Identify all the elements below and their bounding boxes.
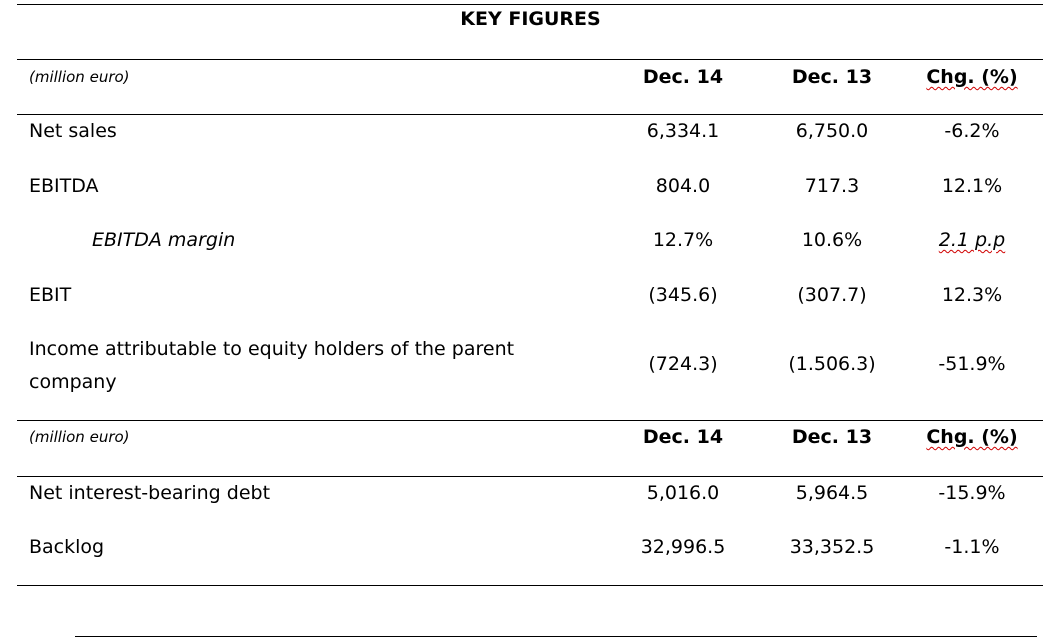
cell-ebitda-margin-chg: 2.1 p.p	[938, 229, 1006, 251]
col-header-dec14: Dec. 14	[642, 66, 724, 88]
cell-ebit-dec13: (307.7)	[797, 284, 867, 306]
col-header-dec13-2: Dec. 13	[791, 426, 873, 448]
header-rule	[17, 114, 1043, 115]
cell-ebitda-margin-dec14: 12.7%	[652, 229, 714, 251]
row-label-ebitda: EBITDA	[29, 175, 99, 197]
col-header-change: Chg. (%)	[926, 66, 1018, 88]
cell-ebitda-dec13: 717.3	[804, 175, 860, 197]
cell-ebitda-margin-dec13: 10.6%	[801, 229, 863, 251]
cell-backlog-chg: -1.1%	[944, 536, 1000, 558]
cell-net-sales-dec13: 6,750.0	[795, 120, 869, 142]
cell-income-dec14: (724.3)	[648, 353, 718, 375]
col-header-dec13: Dec. 13	[791, 66, 873, 88]
section-rule	[17, 420, 1043, 421]
col-header-dec14-2: Dec. 14	[642, 426, 724, 448]
cell-backlog-dec13: 33,352.5	[789, 536, 875, 558]
title-rule	[17, 59, 1043, 60]
cell-net-debt-chg: -15.9%	[938, 482, 1006, 504]
row-label-ebit: EBIT	[29, 284, 72, 306]
cell-ebit-chg: 12.3%	[941, 284, 1003, 306]
table-bottom-rule	[17, 585, 1043, 586]
row-label-income-line2: company	[29, 371, 117, 393]
row-label-backlog: Backlog	[29, 536, 105, 558]
cell-ebitda-dec14: 804.0	[655, 175, 711, 197]
cell-net-debt-dec13: 5,964.5	[795, 482, 869, 504]
row-label-income-line1: Income attributable to equity holders of…	[29, 338, 515, 360]
units-label-2: (million euro)	[29, 428, 130, 446]
cell-net-debt-dec14: 5,016.0	[646, 482, 720, 504]
cell-ebitda-chg: 12.1%	[941, 175, 1003, 197]
cell-ebit-dec14: (345.6)	[648, 284, 718, 306]
units-label: (million euro)	[29, 68, 130, 86]
cell-net-sales-dec14: 6,334.1	[646, 120, 720, 142]
row-label-ebitda-margin: EBITDA margin	[92, 229, 236, 251]
cell-net-sales-chg: -6.2%	[944, 120, 1000, 142]
row-label-net-sales: Net sales	[29, 120, 117, 142]
top-rule	[17, 4, 1043, 5]
footnote-separator	[75, 636, 1037, 637]
table-title: KEY FIGURES	[460, 8, 601, 30]
cell-backlog-dec14: 32,996.5	[640, 536, 726, 558]
header-rule-2	[17, 476, 1043, 477]
cell-income-dec13: (1.506.3)	[788, 353, 876, 375]
cell-income-chg: -51.9%	[938, 353, 1006, 375]
col-header-change-2: Chg. (%)	[926, 426, 1018, 448]
row-label-net-debt: Net interest-bearing debt	[29, 482, 271, 504]
